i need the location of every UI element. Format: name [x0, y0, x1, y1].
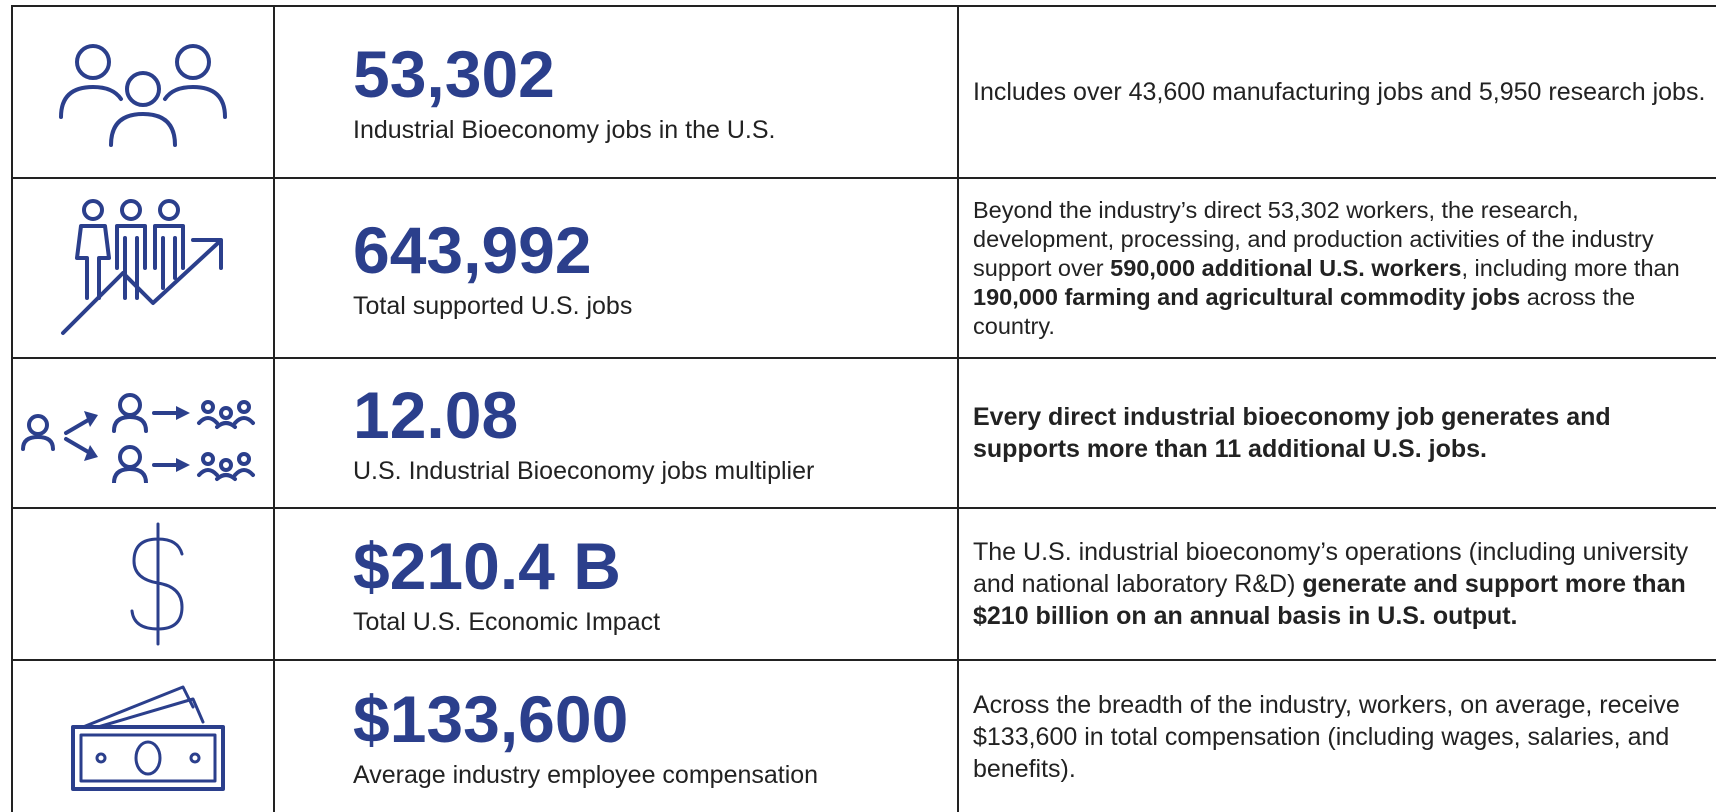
- text: The U.S. industrial bioeconomy’s operati…: [973, 538, 1689, 598]
- description: Every direct industrial bioeconomy job g…: [957, 357, 1716, 509]
- row: 53,302 Industrial Bioeconomy jobs in the…: [11, 5, 1716, 179]
- icon-cell: [11, 5, 275, 179]
- workforce-icon: [61, 199, 223, 335]
- stat-cell: $210.4 B Total U.S. Economic Impact: [273, 507, 959, 661]
- stat-cell: 53,302 Industrial Bioeconomy jobs in the…: [273, 5, 959, 179]
- stat-value: $210.4 B: [353, 529, 621, 603]
- icon-cell: [11, 659, 275, 812]
- text: Beyond the industry’s direct 53,302 work…: [973, 196, 1654, 281]
- stat-value: $133,600: [353, 682, 629, 756]
- dollar-icon: [130, 522, 184, 646]
- description: Beyond the industry’s direct 53,302 work…: [957, 177, 1716, 359]
- text: generate and support more than $210 bill…: [973, 570, 1686, 630]
- stat-label: Total U.S. Economic Impact: [353, 608, 661, 636]
- text: Every direct industrial bioeconomy job g…: [973, 403, 1611, 463]
- description: Includes over 43,600 manufacturing jobs …: [957, 5, 1716, 179]
- stat-value: 643,992: [353, 213, 592, 287]
- row: 12.08 U.S. Industrial Bioeconomy jobs mu…: [11, 357, 1716, 509]
- stat-cell: $133,600 Average industry employee compe…: [273, 659, 959, 812]
- icon-cell: [11, 177, 275, 359]
- money-icon: [71, 685, 225, 791]
- icon-cell: [11, 507, 275, 661]
- row: $210.4 B Total U.S. Economic Impact The …: [11, 507, 1716, 661]
- stats-table: 53,302 Industrial Bioeconomy jobs in the…: [11, 5, 1716, 812]
- text: 590,000 additional U.S. workers: [1110, 254, 1462, 281]
- text: across the country.: [973, 283, 1636, 339]
- people-icon: [59, 44, 227, 147]
- row: $133,600 Average industry employee compe…: [11, 659, 1716, 812]
- text: Includes over 43,600 manufacturing jobs …: [973, 78, 1706, 106]
- stat-cell: 12.08 U.S. Industrial Bioeconomy jobs mu…: [273, 357, 959, 509]
- text: Across the breadth of the industry, work…: [973, 691, 1680, 783]
- stat-cell: 643,992 Total supported U.S. jobs: [273, 177, 959, 359]
- stat-label: Industrial Bioeconomy jobs in the U.S.: [353, 116, 776, 144]
- multiplier-icon: [21, 393, 255, 483]
- stat-value: 53,302: [353, 37, 555, 111]
- stat-label: U.S. Industrial Bioeconomy jobs multipli…: [353, 457, 815, 485]
- row: 643,992 Total supported U.S. jobs Beyond…: [11, 177, 1716, 359]
- stat-label: Total supported U.S. jobs: [353, 292, 633, 320]
- description: The U.S. industrial bioeconomy’s operati…: [957, 507, 1716, 661]
- text: 190,000 farming and agricultural commodi…: [973, 283, 1521, 310]
- icon-cell: [11, 357, 275, 509]
- stat-value: 12.08: [353, 378, 519, 452]
- description: Across the breadth of the industry, work…: [957, 659, 1716, 812]
- stat-label: Average industry employee compensation: [353, 761, 819, 789]
- text: , including more than: [1461, 254, 1680, 281]
